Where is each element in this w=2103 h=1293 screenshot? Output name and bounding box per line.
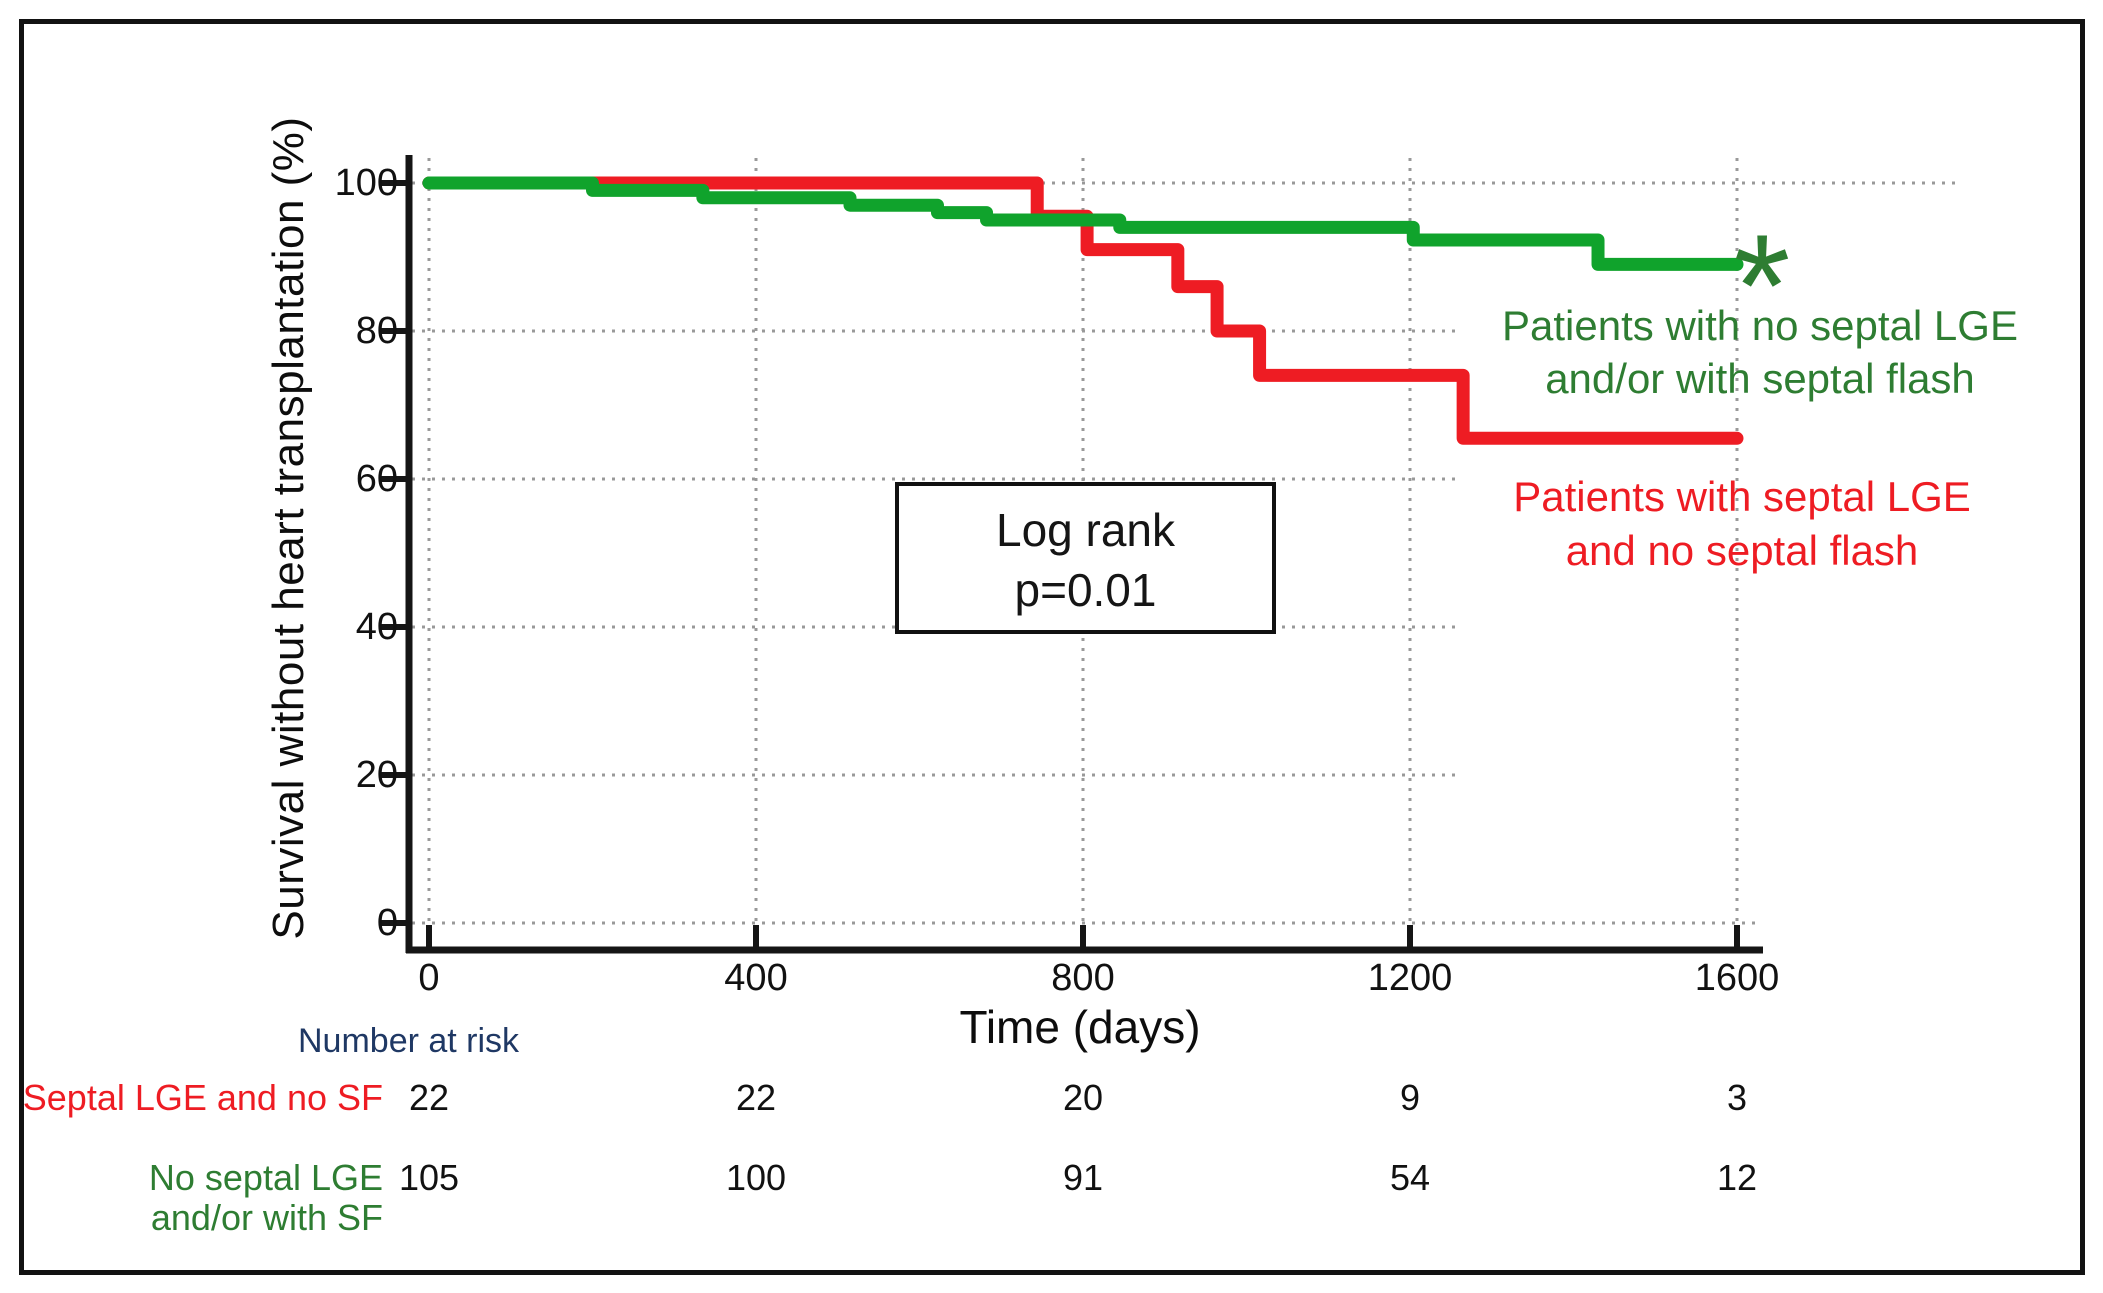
- risk-row-label: and/or with SF: [150, 1197, 383, 1238]
- survival-curves: [422, 176, 1744, 445]
- y-tick-label: 20: [355, 754, 398, 796]
- x-tick-label: 1200: [1367, 957, 1453, 999]
- legend-red-line2: and no septal flash: [1565, 527, 1919, 574]
- y-tick-label: 0: [376, 902, 398, 944]
- risk-value: 12: [1716, 1157, 1758, 1198]
- y-tick-label: 100: [334, 162, 398, 204]
- risk-value: 100: [725, 1157, 787, 1198]
- axes: [381, 155, 1763, 954]
- x-axis-title: Time (days): [959, 1001, 1201, 1053]
- legend-green-line2: and/or with septal flash: [1545, 355, 1975, 402]
- y-axis-title: Survival without heart transplantation (…: [264, 116, 313, 940]
- logrank-line1: Log rank: [995, 504, 1175, 556]
- risk-row-label: No septal LGE: [148, 1157, 383, 1198]
- risk-value: 91: [1062, 1157, 1104, 1198]
- gridlines: [412, 158, 1955, 948]
- risk-value: 20: [1062, 1077, 1104, 1118]
- significance-asterisk: *: [1734, 204, 1791, 367]
- y-tick-label: 60: [355, 458, 398, 500]
- risk-value: 54: [1389, 1157, 1431, 1198]
- legend-red-group: Patients with septal LGE and no septal f…: [1482, 470, 2002, 578]
- y-tick-label: 40: [355, 606, 398, 648]
- y-tick-label: 80: [355, 310, 398, 352]
- legend-green-group: Patients with no septal LGE and/or with …: [1500, 299, 2020, 405]
- legend-red-line1: Patients with septal LGE: [1513, 473, 1971, 520]
- risk-row-label: Septal LGE and no SF: [22, 1077, 383, 1118]
- x-tick-label: 0: [418, 957, 440, 999]
- logrank-line2: p=0.01: [1014, 564, 1157, 616]
- legend-green-line1: Patients with no septal LGE: [1502, 302, 2018, 349]
- x-tick-label: 800: [1051, 957, 1115, 999]
- figure-border: [19, 19, 2085, 1275]
- risk-value: 9: [1399, 1077, 1421, 1118]
- x-tick-label: 400: [724, 957, 788, 999]
- risk-value: 105: [398, 1157, 460, 1198]
- green-survival-curve: [422, 176, 1744, 271]
- logrank-stat-box: Log rank p=0.01: [895, 482, 1276, 634]
- risk-value: 22: [408, 1077, 450, 1118]
- risk-value: 3: [1726, 1077, 1748, 1118]
- number-at-risk-title: Number at risk: [298, 1022, 520, 1060]
- x-tick-label: 1600: [1694, 957, 1780, 999]
- risk-value: 22: [735, 1077, 777, 1118]
